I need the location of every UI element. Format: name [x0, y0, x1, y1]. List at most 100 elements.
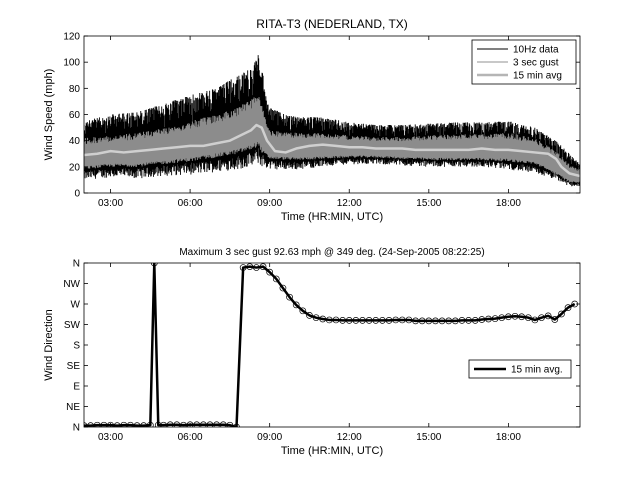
- data-point: [398, 316, 406, 324]
- data-point: [319, 315, 327, 323]
- data-point: [544, 312, 552, 320]
- y-tick-label: 0: [74, 189, 80, 200]
- x-tick-label: 15:00: [416, 432, 441, 443]
- data-point: [531, 316, 539, 324]
- series-3-sec-gust: [84, 97, 580, 183]
- wind-direction-panel: Maximum 3 sec gust 92.63 mph @ 349 deg. …: [43, 247, 581, 457]
- data-point: [379, 317, 386, 324]
- data-point: [326, 316, 333, 324]
- data-point: [213, 421, 220, 427]
- data-point: [405, 316, 413, 324]
- y-tick-label: E: [73, 382, 80, 393]
- data-point: [150, 263, 158, 267]
- data-point: [206, 421, 214, 427]
- data-point: [87, 422, 94, 427]
- data-point: [478, 316, 486, 323]
- x-tick-label: 18:00: [496, 198, 521, 209]
- data-point: [133, 422, 141, 427]
- y-tick-label: NW: [63, 279, 80, 290]
- data-point: [93, 421, 101, 427]
- data-point: [120, 421, 128, 427]
- data-point: [286, 293, 293, 301]
- legend-box: [471, 39, 577, 85]
- y-tick-label: N: [73, 259, 80, 270]
- data-point: [558, 310, 565, 318]
- data-point: [385, 317, 393, 324]
- data-point: [538, 314, 545, 322]
- data-point: [518, 313, 526, 321]
- data-point: [418, 317, 426, 325]
- data-point: [392, 316, 400, 324]
- y-tick-label: 120: [63, 32, 80, 43]
- x-tick-label: 03:00: [98, 432, 123, 443]
- data-point: [154, 421, 162, 427]
- data-point: [312, 314, 320, 322]
- y-axis-label: Wind Direction: [43, 309, 55, 381]
- y-tick-label: SW: [64, 320, 81, 331]
- data-point: [166, 421, 174, 427]
- legend: 10Hz data 3 sec gust 15 min avg: [471, 39, 577, 85]
- data-point: [432, 317, 439, 325]
- data-point: [239, 264, 247, 271]
- x-tick-label: 06:00: [178, 198, 203, 209]
- series-15-min-avg-line: [84, 263, 576, 427]
- legend-15-min-avg-label: 15 min avg: [513, 71, 562, 82]
- wind-speed-panel: RITA-T3 (NEDERLAND, TX) 0 20 40 60 80 100 120 03…: [43, 17, 581, 223]
- chart-title: Maximum 3 sec gust 92.63 mph @ 349 deg. …: [179, 247, 484, 258]
- data-point: [180, 421, 187, 427]
- data-point: [200, 421, 207, 427]
- data-point: [445, 317, 453, 325]
- data-point: [266, 268, 274, 276]
- data-point: [425, 317, 433, 325]
- y-tick-label: 100: [63, 58, 80, 69]
- legend-3-sec-gust-label: 3 sec gust: [513, 58, 559, 69]
- chart-title: RITA-T3 (NEDERLAND, TX): [256, 17, 408, 31]
- data-point: [193, 421, 201, 427]
- plot-area: [84, 55, 580, 187]
- x-tick-label: 12:00: [337, 198, 362, 209]
- data-point: [359, 317, 366, 324]
- data-point: [100, 421, 108, 427]
- data-point: [259, 263, 267, 270]
- x-tick-label: 09:00: [257, 432, 282, 443]
- data-point: [451, 317, 459, 325]
- data-point: [498, 314, 506, 322]
- data-point: [511, 312, 519, 320]
- data-point: [372, 317, 380, 324]
- x-tick-label: 03:00: [98, 198, 123, 209]
- data-point: [107, 421, 114, 427]
- y-tick-label: N: [73, 423, 80, 434]
- y-tick-label: SE: [67, 361, 81, 372]
- data-point: [332, 316, 340, 324]
- data-point: [292, 301, 300, 309]
- data-point: [226, 421, 234, 427]
- x-tick-label: 06:00: [178, 432, 203, 443]
- x-tick-label: 18:00: [496, 432, 521, 443]
- data-point: [491, 315, 499, 322]
- data-point: [339, 317, 346, 324]
- y-tick-label: 60: [69, 110, 81, 121]
- data-point: [246, 263, 254, 270]
- data-point: [173, 421, 181, 427]
- data-point: [345, 317, 353, 324]
- data-point: [272, 275, 280, 283]
- legend-15-min-avg-label: 15 min avg.: [511, 365, 563, 376]
- data-point: [127, 421, 134, 427]
- data-point: [299, 307, 307, 315]
- y-tick-label: S: [73, 341, 80, 352]
- y-tick-label: 40: [69, 136, 81, 147]
- data-point: [279, 284, 287, 292]
- data-point: [113, 422, 121, 427]
- x-tick-label: 15:00: [416, 198, 441, 209]
- data-point: [551, 316, 559, 323]
- data-point: [146, 421, 154, 427]
- data-point: [505, 313, 512, 321]
- x-tick-label: 09:00: [257, 198, 282, 209]
- data-point: [219, 421, 227, 427]
- data-point: [524, 314, 532, 322]
- y-tick-label: NE: [66, 402, 80, 413]
- data-point: [253, 264, 260, 271]
- y-tick-label: W: [71, 300, 81, 311]
- data-point: [365, 317, 373, 324]
